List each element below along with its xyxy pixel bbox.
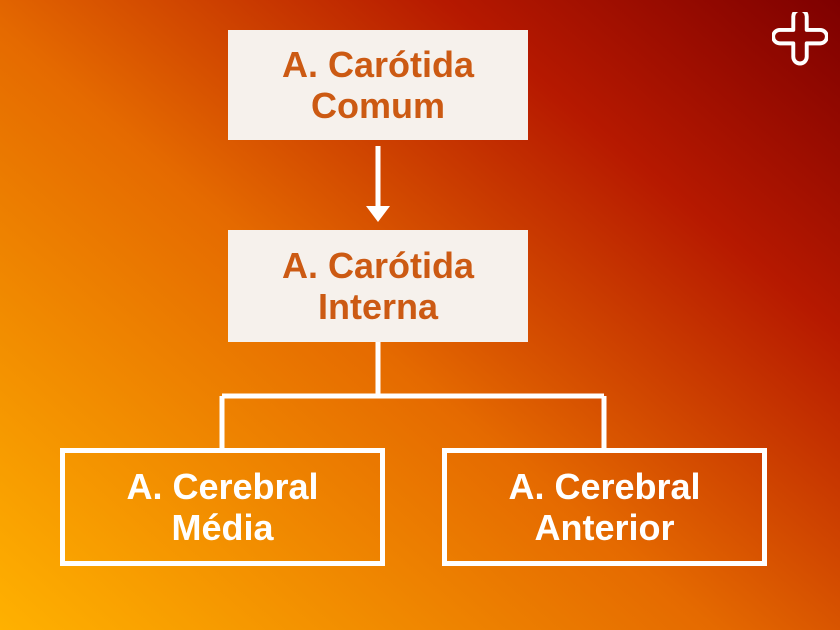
plus-logo-icon — [772, 12, 828, 68]
node-cerebral-media: A. CerebralMédia — [60, 448, 385, 566]
node-cerebral-anterior: A. CerebralAnterior — [442, 448, 767, 566]
diagram-canvas: A. CarótidaComum A. CarótidaInterna A. Cer… — [0, 0, 840, 630]
node-label: A. CerebralMédia — [126, 466, 318, 549]
node-label: A. CarótidaComum — [282, 44, 474, 127]
node-label: A. CarótidaInterna — [282, 245, 474, 328]
node-carotida-comum: A. CarótidaComum — [228, 30, 528, 140]
node-carotida-interna: A. CarótidaInterna — [228, 230, 528, 342]
node-label: A. CerebralAnterior — [508, 466, 700, 549]
